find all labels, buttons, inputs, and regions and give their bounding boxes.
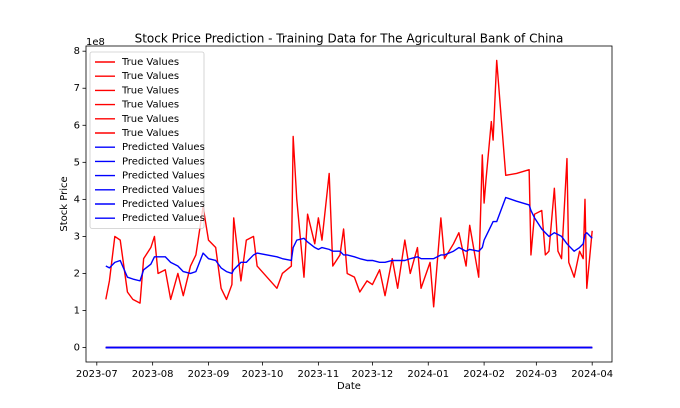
chart-title: Stock Price Prediction - Training Data f…	[135, 32, 564, 46]
y-tick-label: 0	[74, 343, 80, 354]
legend-label: True Values	[121, 85, 179, 96]
x-axis-label: Date	[337, 381, 361, 392]
y-offset-label: 1e8	[86, 37, 105, 48]
legend-label: True Values	[121, 128, 179, 139]
x-tick-label: 2023-08	[132, 369, 174, 380]
x-tick-label: 2023-09	[188, 369, 230, 380]
legend-label: Predicted Values	[122, 142, 205, 153]
x-tick-label: 2023-11	[297, 369, 339, 380]
legend-label: True Values	[121, 100, 179, 111]
x-tick-label: 2024-02	[463, 369, 505, 380]
y-tick-label: 3	[74, 231, 80, 242]
x-tick-label: 2023-07	[76, 369, 118, 380]
x-tick-label: 2023-12	[352, 369, 394, 380]
legend-label: True Values	[121, 57, 179, 68]
y-tick-label: 6	[74, 120, 80, 131]
legend-label: Predicted Values	[122, 156, 205, 167]
legend-label: Predicted Values	[122, 171, 205, 182]
legend-label: Predicted Values	[122, 199, 205, 210]
y-tick-label: 2	[74, 268, 80, 279]
legend-label: True Values	[121, 71, 179, 82]
y-tick-label: 8	[74, 46, 80, 57]
x-tick-label: 2023-10	[242, 369, 284, 380]
y-tick-label: 7	[74, 83, 80, 94]
x-tick-label: 2024-04	[571, 369, 613, 380]
y-axis-label: Stock Price	[59, 176, 70, 231]
series-line	[105, 196, 593, 282]
axes-frame	[85, 45, 613, 363]
legend-label: Predicted Values	[122, 185, 205, 196]
x-tick-label: 2024-01	[407, 369, 449, 380]
legend-label: True Values	[121, 114, 179, 125]
y-tick-label: 1	[74, 306, 80, 317]
legend-label: Predicted Values	[122, 213, 205, 224]
y-tick-label: 5	[74, 157, 80, 168]
legend: True Values True Values True Values True Va…	[89, 51, 205, 229]
y-tick-label: 4	[74, 194, 80, 205]
legend-box	[89, 51, 205, 229]
x-tick-label: 2024-03	[515, 369, 557, 380]
series-line	[105, 59, 593, 308]
